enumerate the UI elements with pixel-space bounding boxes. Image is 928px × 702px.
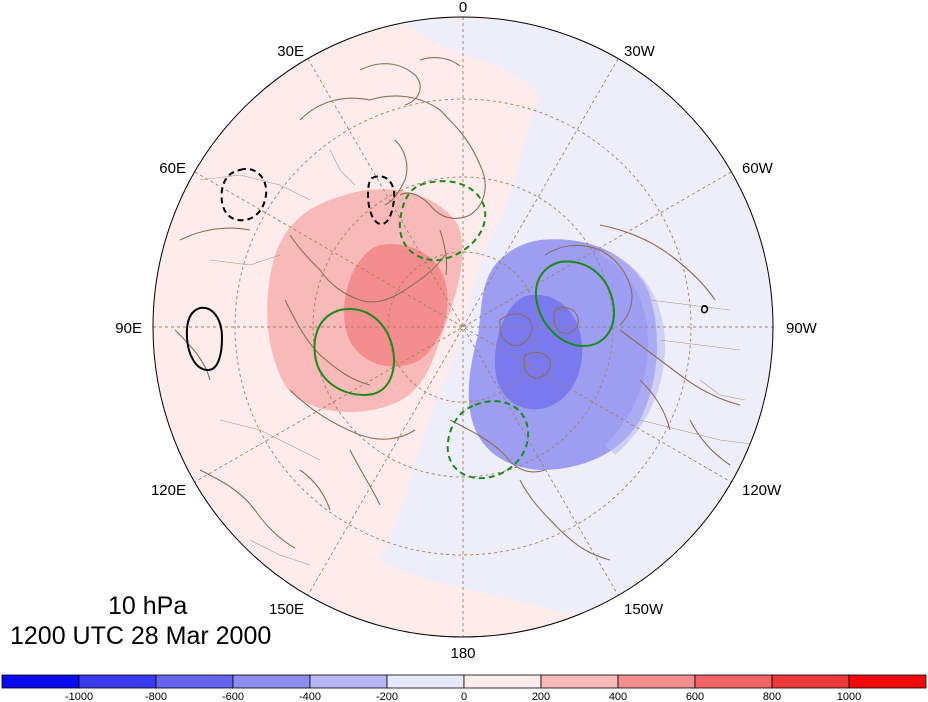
map-boundary	[152, 16, 774, 638]
negative-anomaly-mid-light	[600, 250, 665, 455]
lon-label-120e: 120E	[151, 482, 186, 499]
colorbar-box	[78, 674, 157, 689]
time-title: 1200 UTC 28 Mar 2000	[10, 622, 272, 650]
lon-label-150w: 150W	[624, 601, 664, 618]
colorbar-box	[155, 674, 234, 689]
map-disk	[153, 17, 773, 637]
lon-label-60w: 60W	[742, 160, 774, 177]
green-solid-contour-canada	[534, 260, 616, 347]
longitude-labels: 0 30W 60W 90W 120W 150W 180 150E 120E 90…	[115, 0, 817, 662]
colorbar-box	[309, 674, 388, 689]
lon-label-30w: 30W	[624, 43, 656, 60]
lon-label-30e: 30E	[277, 43, 304, 60]
colorbar: -1000 -800 -600 -400 -200 0 200 400 600 800 1000	[1, 674, 927, 702]
black-small-contour	[701, 305, 709, 314]
lon-label-120w: 120W	[742, 482, 782, 499]
colorbar-box	[771, 674, 850, 689]
colorbar-box	[617, 674, 696, 689]
green-dashed-contour-bering	[446, 400, 530, 480]
green-dashed-contour-europe	[398, 180, 487, 262]
level-title: 10 hPa	[108, 592, 188, 620]
positive-anomaly-strong	[344, 244, 448, 367]
overlay-contours	[185, 167, 709, 480]
colorbar-tick-label: 600	[686, 691, 704, 702]
colorbar-box	[540, 674, 619, 689]
colorbar-tick-label: -400	[299, 691, 321, 702]
black-dashed-contour-2	[366, 175, 396, 226]
colorbar-tick-label: 1000	[837, 691, 861, 702]
colorbar-box	[463, 674, 542, 689]
colorbar-tick-label: -800	[145, 691, 167, 702]
meridians	[153, 17, 773, 637]
lon-label-180: 180	[450, 645, 475, 662]
colorbar-box	[386, 674, 465, 689]
lon-label-0: 0	[459, 0, 467, 16]
colorbar-box	[232, 674, 311, 689]
colorbar-tick-label: 400	[609, 691, 627, 702]
colorbar-tick-label: 0	[461, 691, 467, 702]
green-solid-contour-siberia	[313, 308, 395, 397]
colorbar-tick-label: -200	[376, 691, 398, 702]
lon-label-150e: 150E	[269, 601, 304, 618]
colorbar-tick-label: -600	[222, 691, 244, 702]
black-dashed-contour-1	[220, 167, 268, 222]
black-solid-contour	[185, 306, 224, 372]
colorbar-box	[694, 674, 773, 689]
coastlines	[174, 57, 741, 561]
lon-label-90w: 90W	[786, 320, 818, 337]
colorbar-tick-label: -1000	[65, 691, 93, 702]
colorbar-tick-label: 200	[532, 691, 550, 702]
colorbar-tick-label: 800	[763, 691, 781, 702]
colorbar-box	[1, 674, 80, 689]
colorbar-box	[848, 674, 927, 689]
lon-label-90e: 90E	[115, 320, 142, 337]
lon-label-60e: 60E	[159, 160, 186, 177]
country-borders	[199, 149, 761, 566]
